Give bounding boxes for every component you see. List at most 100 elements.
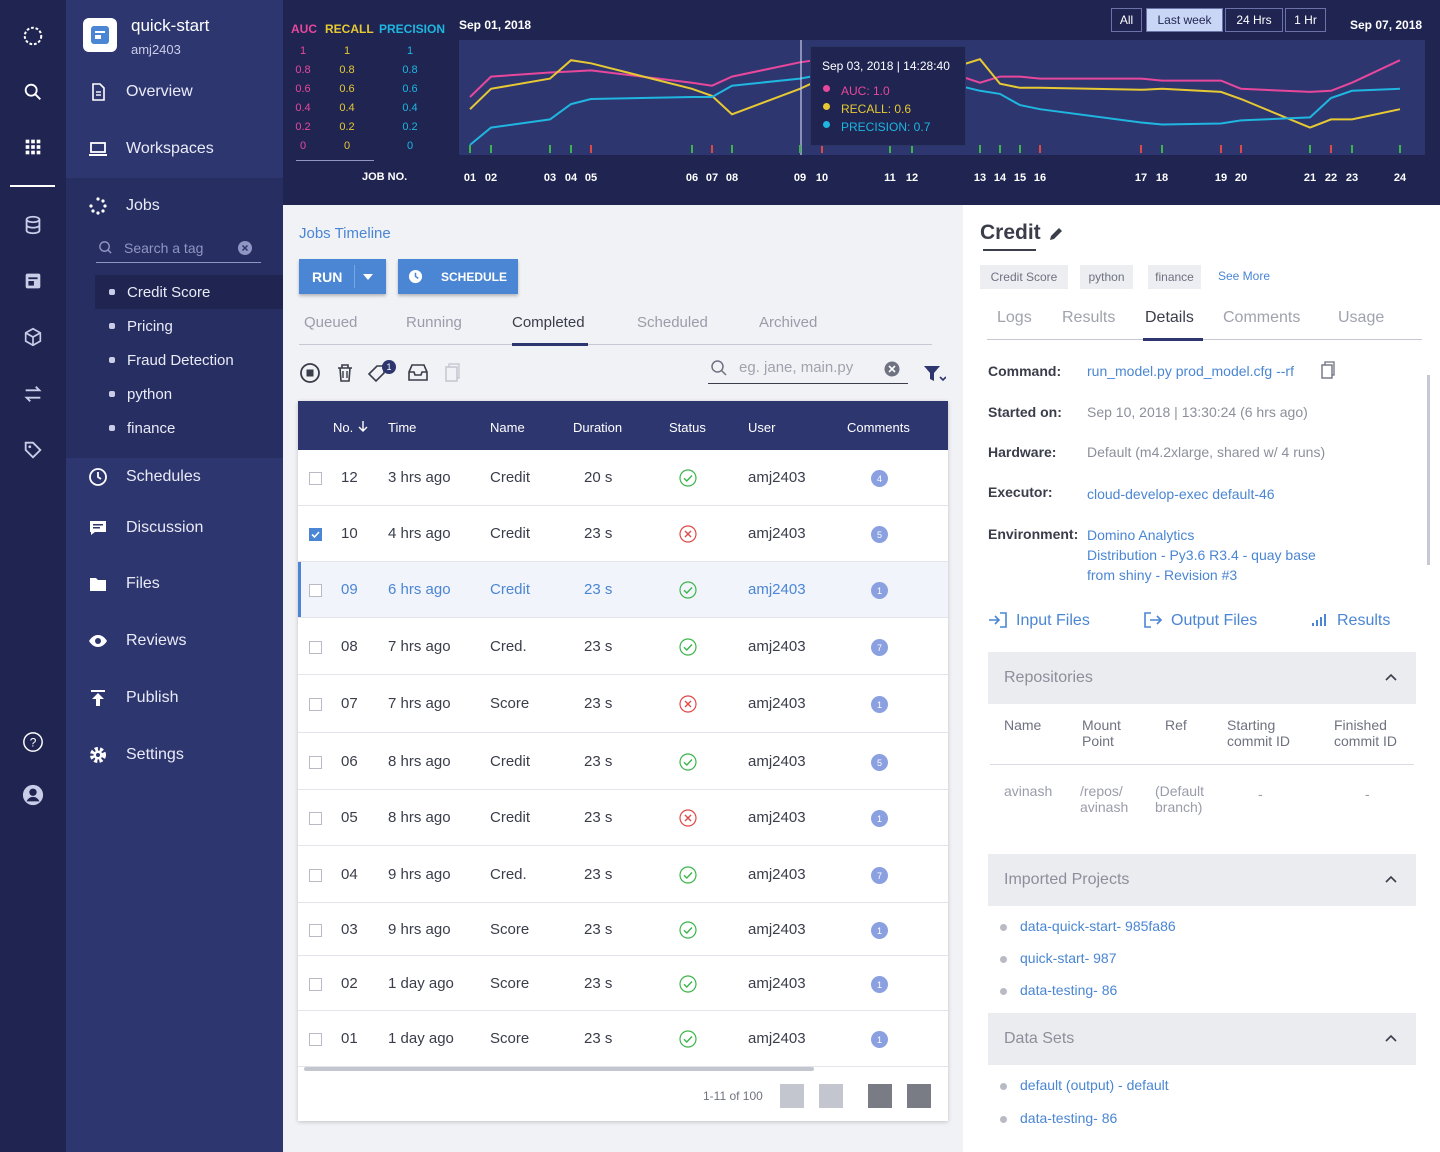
tab-completed[interactable]: Completed	[512, 314, 585, 331]
nav-discussion[interactable]: Discussion	[66, 500, 283, 556]
table-row[interactable]: 01 1 day ago Score 23 s amj2403 1	[298, 1011, 948, 1067]
row-checkbox[interactable]	[309, 756, 322, 769]
clear-search-icon[interactable]	[884, 361, 900, 377]
detail-scrollbar[interactable]	[1427, 375, 1430, 565]
environment-line-1[interactable]: Domino Analytics	[1087, 527, 1195, 543]
row-checkbox[interactable]	[309, 978, 322, 991]
job-status-marker[interactable]	[731, 145, 733, 153]
comment-count-badge[interactable]: 1	[871, 976, 888, 993]
job-status-marker[interactable]	[911, 145, 913, 153]
job-status-marker[interactable]	[1240, 145, 1242, 153]
tab-running[interactable]: Running	[406, 314, 462, 331]
job-status-marker[interactable]	[889, 145, 891, 153]
col-name[interactable]: Name	[490, 420, 525, 435]
job-status-marker[interactable]	[799, 145, 801, 153]
sort-down-icon[interactable]	[358, 421, 368, 433]
table-row[interactable]: 08 7 hrs ago Cred. 23 s amj2403 7	[298, 618, 948, 675]
job-status-marker[interactable]	[979, 145, 981, 153]
comment-count-badge[interactable]: 1	[871, 1031, 888, 1048]
trash-icon[interactable]	[334, 362, 356, 384]
table-row[interactable]: 12 3 hrs ago Credit 20 s amj2403 4	[298, 450, 948, 506]
range-1hr-button[interactable]: 1 Hr	[1285, 8, 1326, 32]
range-last-week-button[interactable]: Last week	[1146, 8, 1223, 32]
job-name[interactable]: Cred.	[490, 866, 527, 883]
job-status-marker[interactable]	[999, 145, 1001, 153]
job-status-marker[interactable]	[1309, 145, 1311, 153]
tag-item-fraud-detection[interactable]: Fraud Detection	[95, 343, 283, 377]
nav-reviews[interactable]: Reviews	[66, 613, 283, 669]
row-checkbox[interactable]	[309, 869, 322, 882]
job-status-marker[interactable]	[821, 145, 823, 153]
detail-tag-finance[interactable]: finance	[1148, 265, 1201, 289]
comment-count-badge[interactable]: 5	[871, 526, 888, 543]
job-name[interactable]: Cred.	[490, 638, 527, 655]
environment-line-3[interactable]: from shiny - Revision #3	[1087, 567, 1238, 583]
job-name[interactable]: Credit	[490, 581, 531, 598]
schedule-button[interactable]: SCHEDULE	[398, 259, 518, 294]
col-user[interactable]: User	[748, 420, 776, 435]
job-name[interactable]: Credit	[490, 525, 531, 542]
tag-item-python[interactable]: python	[95, 377, 283, 411]
clear-icon[interactable]	[238, 241, 252, 255]
job-name[interactable]: Credit	[490, 469, 531, 486]
comment-count-badge[interactable]: 7	[871, 639, 888, 656]
row-checkbox[interactable]	[309, 641, 322, 654]
executor-value[interactable]: cloud-develop-exec default-46	[1087, 486, 1275, 502]
col-no[interactable]: No.	[333, 420, 354, 435]
tab-scheduled[interactable]: Scheduled	[637, 314, 708, 331]
project-name[interactable]: quick-start	[131, 16, 210, 35]
job-name[interactable]: Credit	[490, 753, 531, 770]
jobs-timeline-title[interactable]: Jobs Timeline	[299, 225, 391, 242]
job-name[interactable]: Score	[490, 975, 530, 992]
tab-results[interactable]: Results	[1062, 309, 1116, 326]
job-status-marker[interactable]	[1399, 145, 1401, 153]
archive-icon[interactable]	[406, 362, 430, 384]
col-status[interactable]: Status	[669, 420, 706, 435]
comment-count-badge[interactable]: 7	[871, 867, 888, 884]
tag-icon[interactable]	[19, 436, 47, 464]
range-all-button[interactable]: All	[1111, 8, 1142, 32]
nav-files[interactable]: Files	[66, 556, 283, 612]
last-page-button[interactable]	[907, 1084, 931, 1108]
tab-queued[interactable]: Queued	[304, 314, 358, 331]
transfer-arrows-icon[interactable]	[19, 380, 47, 408]
chevron-up-icon[interactable]	[1384, 1031, 1398, 1045]
comment-count-badge[interactable]: 5	[871, 754, 888, 771]
job-status-marker[interactable]	[1330, 145, 1332, 153]
run-button[interactable]: RUN	[299, 259, 386, 294]
next-page-button[interactable]	[868, 1084, 892, 1108]
row-checkbox[interactable]	[309, 698, 322, 711]
table-row[interactable]: 05 8 hrs ago Credit 23 s amj2403 1	[298, 790, 948, 846]
job-status-marker[interactable]	[490, 145, 492, 153]
nav-workspaces[interactable]: Workspaces	[66, 121, 283, 177]
tab-comments[interactable]: Comments	[1223, 309, 1301, 326]
comment-count-badge[interactable]: 4	[871, 470, 888, 487]
job-name[interactable]: Score	[490, 921, 530, 938]
job-status-marker[interactable]	[549, 145, 551, 153]
copy-icon[interactable]	[1320, 361, 1336, 380]
see-more-link[interactable]: See More	[1218, 269, 1271, 283]
job-status-marker[interactable]	[1220, 145, 1222, 153]
comment-count-badge[interactable]: 1	[871, 810, 888, 827]
tab-logs[interactable]: Logs	[997, 309, 1032, 326]
table-row[interactable]: 09 6 hrs ago Credit 23 s amj2403 1	[298, 562, 948, 618]
job-status-marker[interactable]	[1140, 145, 1142, 153]
row-checkbox[interactable]	[309, 1033, 322, 1046]
search-icon[interactable]	[19, 78, 47, 106]
environment-line-2[interactable]: Distribution - Py3.6 R3.4 - quay base	[1087, 547, 1316, 563]
tab-details[interactable]: Details	[1145, 309, 1194, 326]
chevron-up-icon[interactable]	[1384, 872, 1398, 886]
nav-jobs[interactable]: Jobs	[66, 178, 283, 234]
job-name[interactable]: Score	[490, 695, 530, 712]
job-status-marker[interactable]	[711, 145, 713, 153]
col-comments[interactable]: Comments	[847, 420, 910, 435]
user-avatar-icon[interactable]	[19, 781, 47, 809]
nav-settings[interactable]: Settings	[66, 727, 283, 783]
database-icon[interactable]	[19, 211, 47, 239]
row-checkbox[interactable]	[309, 528, 322, 541]
apps-grid-icon[interactable]	[19, 133, 47, 161]
comment-count-badge[interactable]: 1	[871, 582, 888, 599]
range-24hrs-button[interactable]: 24 Hrs	[1225, 8, 1283, 32]
filter-icon[interactable]	[922, 363, 946, 385]
col-time[interactable]: Time	[388, 420, 417, 435]
